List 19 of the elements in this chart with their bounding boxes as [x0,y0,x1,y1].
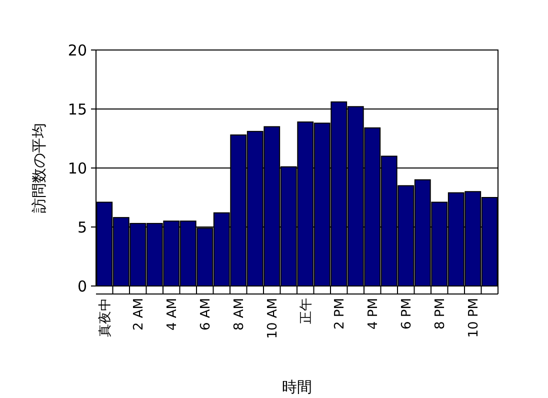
x-tick-label: 正午 [298,298,314,324]
x-tick-label: 8 AM [232,298,247,331]
x-tick-label: 8 PM [432,298,448,330]
x-tick-label: 4 AM [164,298,180,331]
y-tick-label: 5 [77,218,87,236]
x-tick-label: 6 PM [399,298,414,330]
x-tick-label: 真夜中 [96,298,113,337]
x-tick-label: 10 PM [466,298,482,338]
x-tick-label: 2 PM [332,298,348,330]
x-axis-title: 時間 [282,378,312,396]
y-tick-label: 0 [77,277,87,296]
x-tick-label: 4 PM [366,298,381,330]
y-tick-label: 20 [68,41,87,60]
y-tick-label: 15 [68,100,87,118]
x-tick-label: 10 AM [265,298,280,339]
x-tick-label: 6 AM [198,298,214,331]
y-axis-title: 訪問数の平均 [30,123,48,213]
x-tick-label: 2 AM [131,298,146,331]
y-tick-label: 10 [68,159,87,178]
